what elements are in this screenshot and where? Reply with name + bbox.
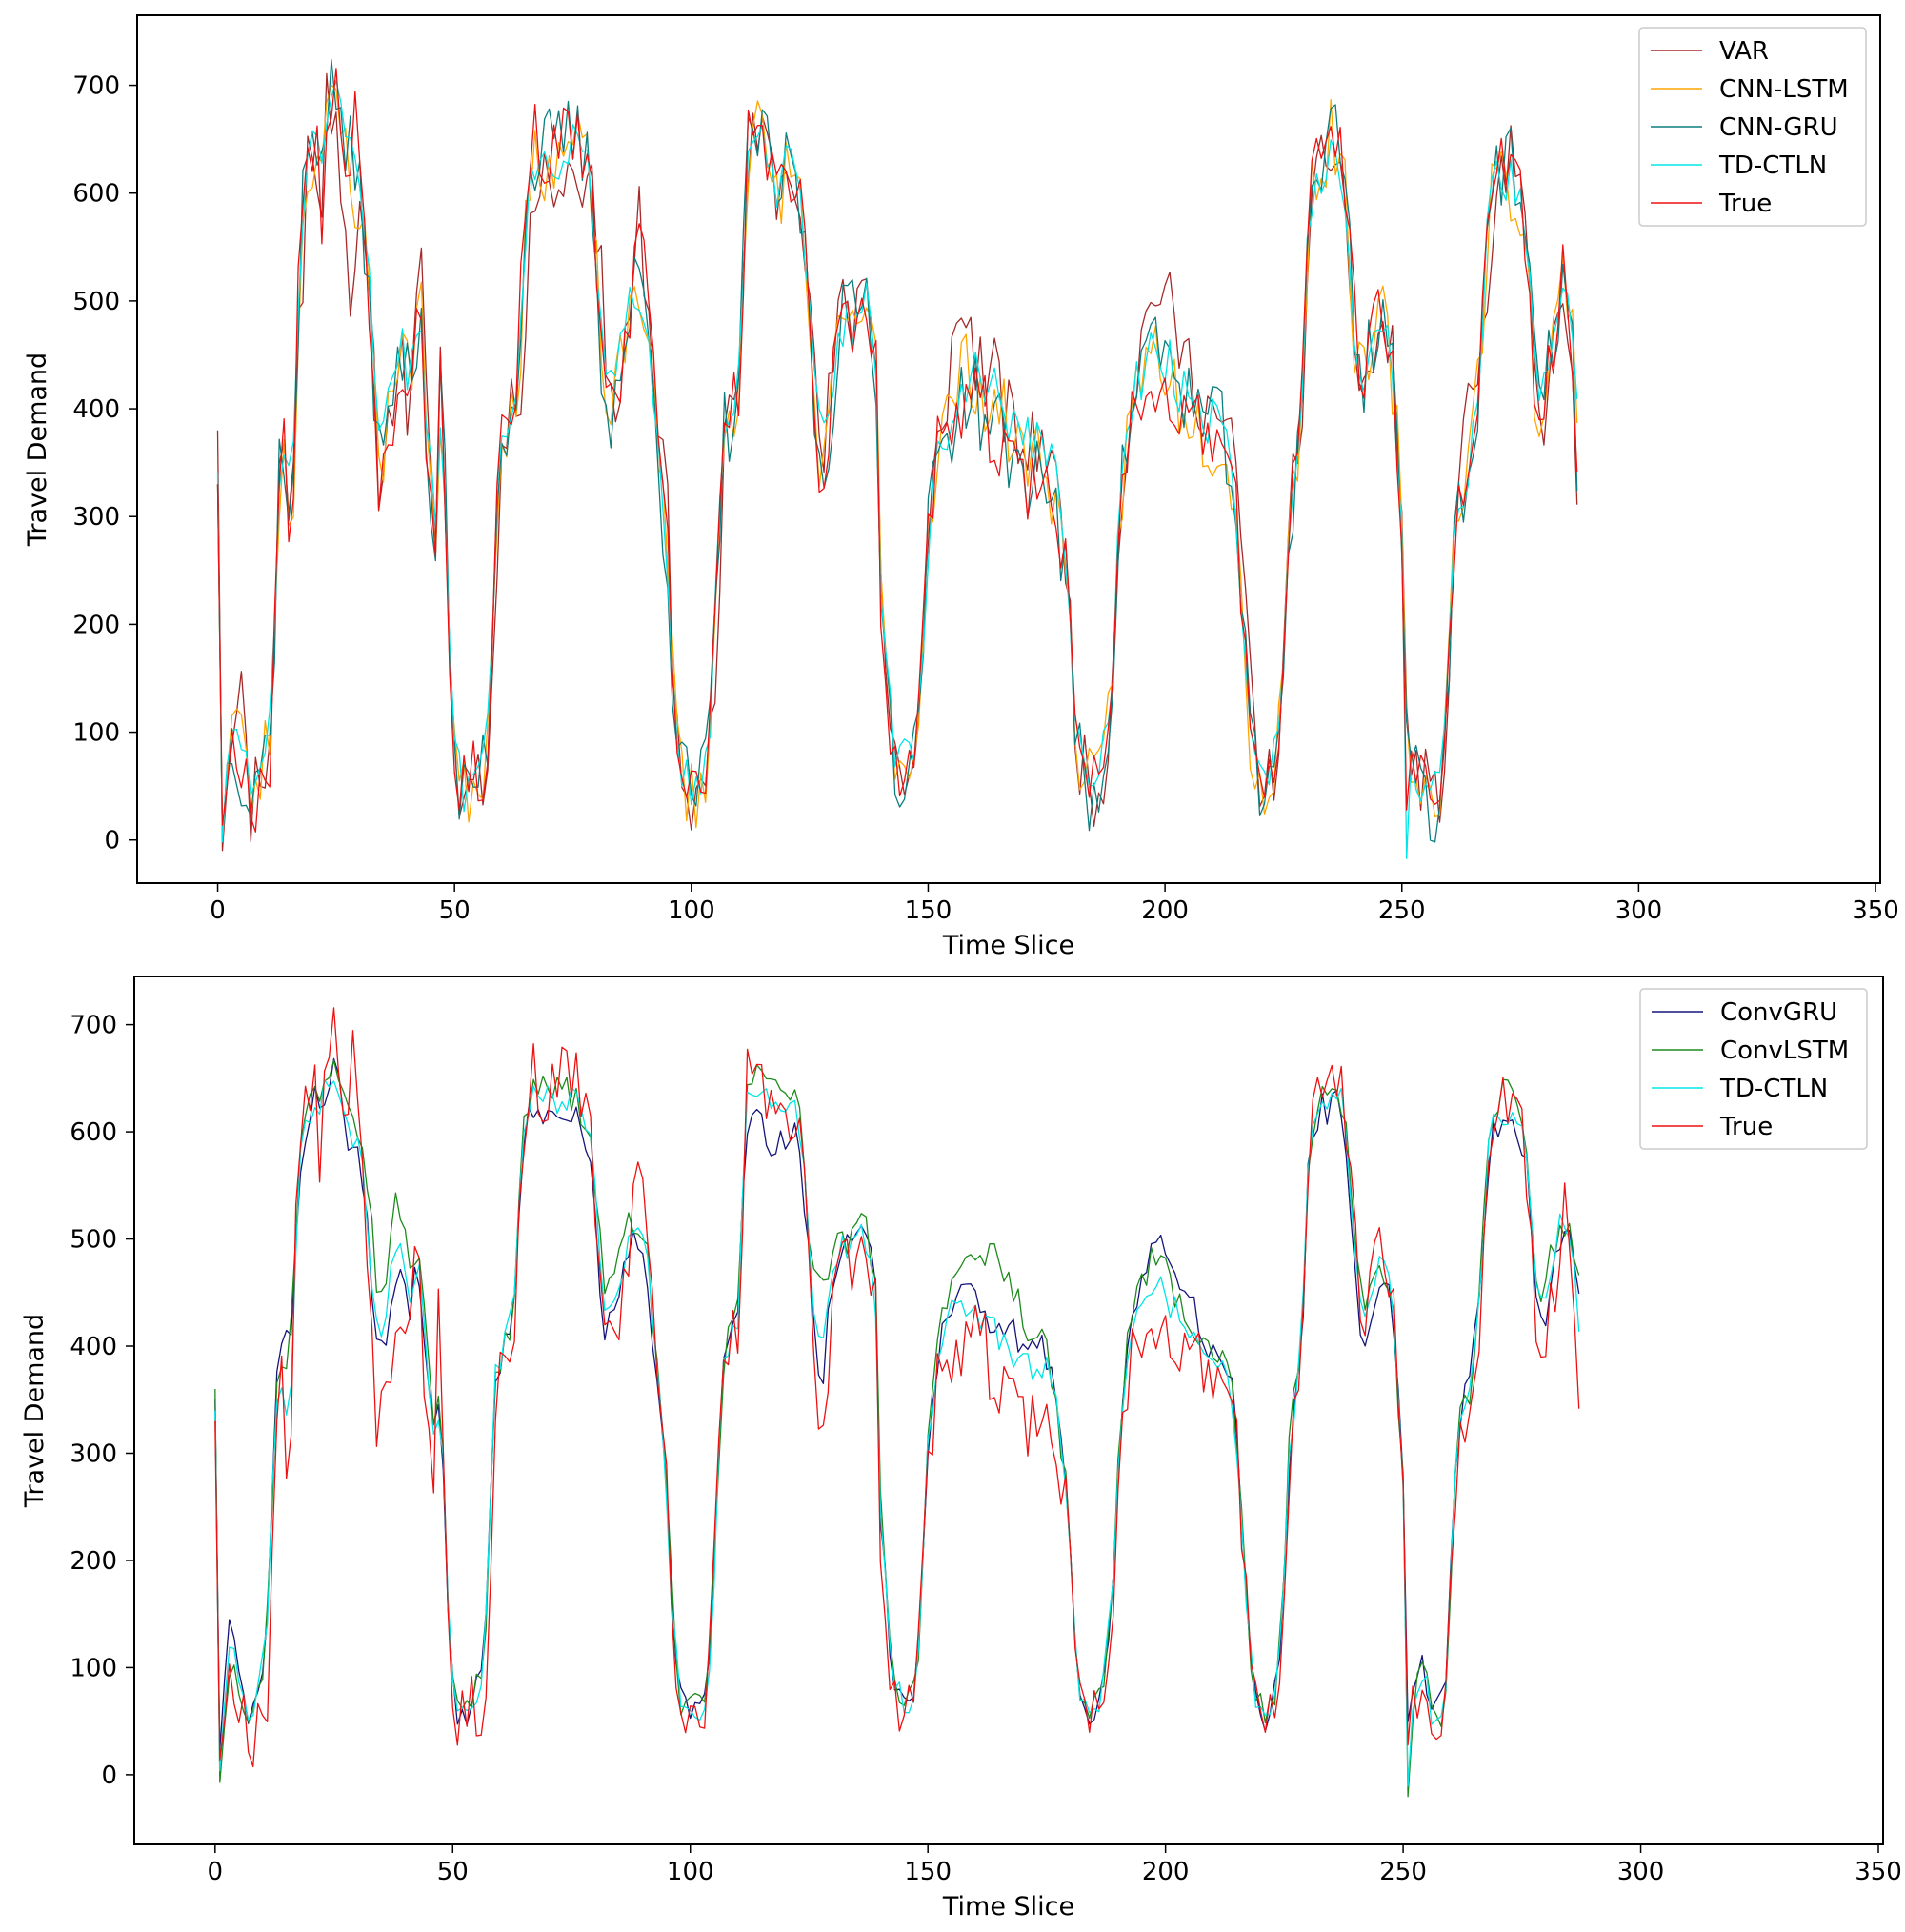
y-tick-label: 500 <box>72 288 120 316</box>
x-tick-label: 0 <box>208 1858 224 1886</box>
x-tick-label: 50 <box>437 1858 469 1886</box>
x-tick-label: 200 <box>1141 896 1189 925</box>
series-line-td-ctln <box>214 1079 1580 1787</box>
x-axis-label: Time Slice <box>942 1892 1074 1922</box>
y-tick-label: 100 <box>72 719 120 748</box>
legend-label-true: True <box>1719 1113 1773 1141</box>
y-tick-label: 600 <box>70 1118 117 1147</box>
x-tick-label: 350 <box>1855 1858 1902 1886</box>
y-axis-label: Travel Demand <box>23 352 52 547</box>
y-tick-label: 300 <box>70 1439 117 1468</box>
y-axis-label: Travel Demand <box>20 1314 50 1508</box>
x-tick-label: 250 <box>1379 1858 1427 1886</box>
legend-label-true: True <box>1718 190 1772 218</box>
series-line-true <box>216 68 1578 833</box>
axes-frame <box>136 14 1881 884</box>
y-tick-label: 300 <box>72 503 120 532</box>
chart-panel-top: 0 50 100 150 200 250 300 350 0 100 200 300 400 500 600… <box>23 14 1899 960</box>
x-tick-label: 150 <box>905 896 952 925</box>
y-tick-label: 100 <box>70 1654 117 1682</box>
y-tick-label: 200 <box>72 611 120 639</box>
legend-label-var: VAR <box>1719 37 1769 66</box>
legend-label-td-ctln: TD-CTLN <box>1719 1075 1828 1103</box>
series-line-true <box>214 1007 1580 1768</box>
x-tick-label: 350 <box>1852 896 1899 925</box>
legend: ConvGRU ConvLSTM TD-CTLN True <box>1639 988 1868 1150</box>
y-tick-label: 200 <box>70 1547 117 1576</box>
x-tick-label: 100 <box>667 1858 714 1886</box>
legend-label-cnn-gru: CNN-GRU <box>1719 113 1838 142</box>
y-tick-label: 700 <box>70 1012 117 1040</box>
y-tick-label: 600 <box>72 180 120 209</box>
legend-label-convlstm: ConvLSTM <box>1720 1036 1849 1065</box>
y-tick-label: 0 <box>104 827 120 855</box>
x-tick-label: 200 <box>1142 1858 1190 1886</box>
x-tick-label: 0 <box>210 896 226 925</box>
y-tick-label: 700 <box>72 72 120 101</box>
legend-label-cnn-lstm: CNN-LSTM <box>1719 75 1849 104</box>
legend-label-td-ctln: TD-CTLN <box>1718 151 1827 180</box>
chart-panel-bottom: 0 50 100 150 200 250 300 350 0 100 200 300 400 500 600… <box>20 976 1902 1922</box>
y-tick-label: 400 <box>70 1333 117 1361</box>
y-tick-label: 400 <box>72 395 120 424</box>
x-axis-label: Time Slice <box>942 931 1074 960</box>
x-tick-label: 100 <box>668 896 715 925</box>
x-tick-label: 300 <box>1617 1858 1665 1886</box>
x-tick-label: 300 <box>1615 896 1663 925</box>
legend: VAR CNN-LSTM CNN-GRU TD-CTLN True <box>1638 27 1867 227</box>
x-tick-label: 250 <box>1378 896 1426 925</box>
y-tick-label: 0 <box>101 1761 117 1790</box>
x-tick-label: 150 <box>904 1858 952 1886</box>
x-tick-label: 50 <box>439 896 471 925</box>
axes-frame <box>133 976 1884 1845</box>
legend-label-convgru: ConvGRU <box>1720 998 1837 1027</box>
y-tick-label: 500 <box>70 1226 117 1255</box>
